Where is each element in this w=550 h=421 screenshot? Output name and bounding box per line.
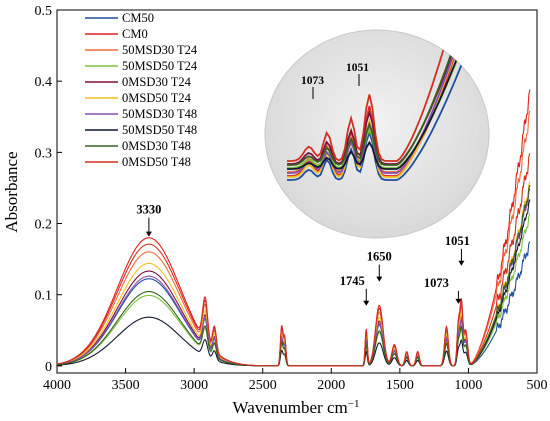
- peak-arrow-head: [458, 260, 465, 266]
- inset-label-1051: 1051: [346, 62, 369, 74]
- x-tick-label: 4000: [43, 378, 71, 393]
- y-tick-label: 0.3: [35, 146, 53, 161]
- peak-arrow-head: [363, 300, 370, 306]
- peak-arrow-head: [376, 276, 383, 282]
- peak-arrow-head: [455, 298, 462, 304]
- legend-label: 0MSD30 T48: [122, 139, 191, 153]
- peak-label: 1051: [445, 234, 470, 248]
- x-tick-label: 1500: [386, 378, 414, 393]
- legend-label: 50MSD50 T24: [122, 59, 198, 73]
- y-axis-title: Absorbance: [2, 151, 21, 232]
- peak-label: 1745: [340, 274, 365, 288]
- x-tick-label: 2500: [249, 378, 277, 393]
- series-group: [57, 89, 531, 367]
- x-tick-label: 3000: [180, 378, 208, 393]
- x-axis-title: Wavenumber cm−1: [233, 398, 360, 417]
- peak-label: 3330: [136, 203, 161, 217]
- x-tick-label: 500: [527, 378, 548, 393]
- legend-label: CM0: [122, 27, 148, 41]
- y-tick-label: 0.1: [35, 289, 53, 304]
- inset-series-line: [287, 30, 470, 166]
- inset-series-line: [287, 42, 471, 181]
- y-tick-label: 0.5: [35, 4, 53, 19]
- peak-arrow-head: [145, 231, 152, 237]
- legend-label: 50MSD30 T48: [122, 107, 197, 121]
- inset-series-line: [287, 30, 471, 170]
- x-axis-title-sup: −1: [348, 398, 360, 410]
- peak-label: 1073: [424, 276, 449, 290]
- y-tick-label: 0.2: [35, 218, 53, 233]
- inset-series-line: [287, 30, 470, 162]
- y-tick-label: 0: [45, 360, 52, 375]
- y-tick-label: 0.4: [35, 75, 53, 90]
- legend-label: 0MSD30 T24: [122, 75, 192, 89]
- x-tick-label: 3500: [112, 378, 140, 393]
- inset-label-1073: 1073: [301, 75, 324, 87]
- inset-zoom: 1051 1073: [264, 29, 490, 239]
- legend-label: 50MSD50 T48: [122, 123, 197, 137]
- x-tick-label: 1000: [454, 378, 482, 393]
- series-line: [57, 153, 531, 367]
- legend-label: 50MSD30 T24: [122, 43, 198, 57]
- axis-ticks: 4000 3500 3000 2500 2000 1500 1000 500 0 0.1 0.2 0.…: [35, 4, 548, 393]
- inset-lines: [287, 30, 471, 181]
- legend: CM50 CM0 50MSD30 T24 50MSD50 T24 0MSD30 T24 0…: [85, 11, 198, 169]
- legend-label: 0MSD50 T48: [122, 155, 191, 169]
- x-axis-title-text: Wavenumber cm: [233, 398, 348, 417]
- legend-label: CM50: [122, 11, 154, 25]
- x-tick-label: 2000: [317, 378, 345, 393]
- legend-label: 0MSD50 T24: [122, 91, 192, 105]
- peak-label: 1650: [367, 250, 392, 264]
